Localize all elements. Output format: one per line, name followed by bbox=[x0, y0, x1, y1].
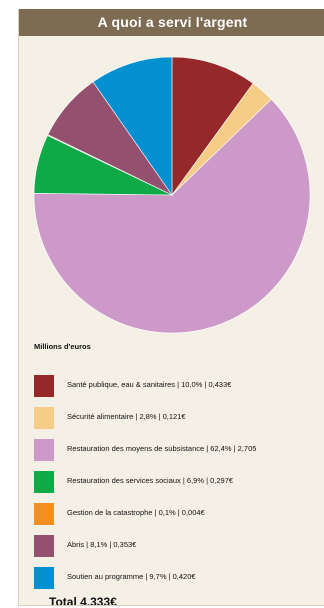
legend-swatch bbox=[34, 375, 54, 397]
legend-swatch bbox=[34, 535, 54, 557]
pie-chart bbox=[33, 56, 311, 334]
legend-swatch bbox=[34, 439, 54, 461]
pie-slice bbox=[171, 56, 254, 196]
legend-swatch bbox=[34, 567, 54, 589]
pie-slice bbox=[33, 98, 311, 334]
legend-label: Soutien au programme | 9,7% | 0,420€ bbox=[67, 572, 196, 581]
pie-slice bbox=[92, 56, 173, 196]
units-label: Millions d'euros bbox=[34, 342, 91, 351]
legend-label: Abris | 8,1% | 0,353€ bbox=[67, 540, 137, 549]
chart-title: A quoi a servi l'argent bbox=[19, 9, 324, 36]
legend-swatch bbox=[34, 471, 54, 493]
legend-label: Restauration des services sociaux | 6,9%… bbox=[67, 476, 234, 485]
legend-label: Gestion de la catastrophe | 0,1% | 0,004… bbox=[67, 508, 205, 517]
legend-label: Restauration des moyens de subsistance |… bbox=[67, 444, 257, 453]
total-label: Total 4,333€ bbox=[49, 595, 117, 606]
pie-chart-area bbox=[19, 53, 324, 348]
chart-panel: A quoi a servi l'argent Millions d'euros… bbox=[18, 9, 324, 606]
legend-swatch bbox=[34, 407, 54, 429]
legend-label: Sécurité alimentaire | 2,8% | 0,121€ bbox=[67, 412, 186, 421]
legend-swatch bbox=[34, 503, 54, 525]
legend-label: Santé publique, eau & sanitaires | 10,0%… bbox=[67, 380, 232, 389]
